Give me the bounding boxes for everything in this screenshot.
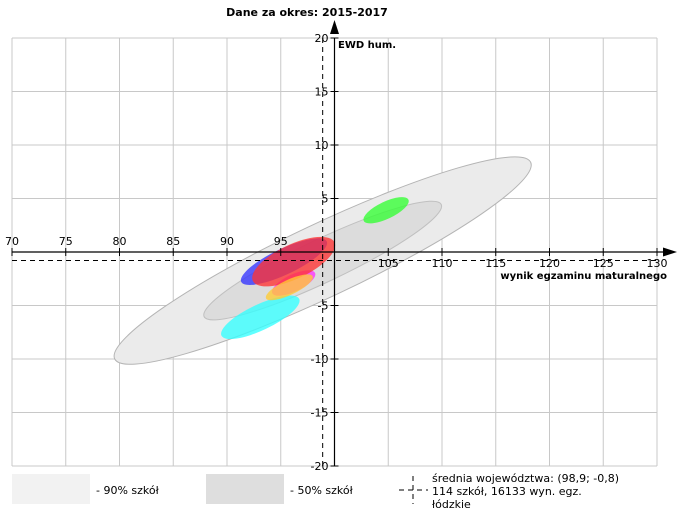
y-axis-arrow bbox=[330, 20, 339, 34]
y-tick-label: 15 bbox=[315, 86, 329, 99]
x-tick-label: 75 bbox=[59, 235, 73, 248]
x-axis-label: wynik egzaminu maturalnego bbox=[500, 271, 667, 282]
legend-label-50: - 50% szkół bbox=[290, 484, 354, 497]
school-ellipses bbox=[221, 197, 409, 340]
x-tick-label: 120 bbox=[539, 257, 560, 270]
chart-title: Dane za okres: 2015-2017 bbox=[226, 6, 388, 19]
y-tick-label: -10 bbox=[311, 353, 329, 366]
axes bbox=[11, 20, 677, 467]
legend-swatch-90 bbox=[12, 474, 90, 504]
y-tick-label: -5 bbox=[318, 300, 329, 313]
y-tick-label: -15 bbox=[311, 407, 329, 420]
legend-swatch-50 bbox=[206, 474, 284, 504]
school-ellipse bbox=[252, 236, 336, 287]
school-ellipse bbox=[363, 197, 409, 224]
y-tick-label: 20 bbox=[315, 32, 329, 45]
legend-region: łódzkie bbox=[432, 498, 471, 511]
legend-label-90: - 90% szkół bbox=[96, 484, 160, 497]
x-tick-label: 130 bbox=[647, 257, 668, 270]
y-tick-label: 10 bbox=[315, 139, 329, 152]
x-tick-label: 80 bbox=[113, 235, 127, 248]
x-tick-label: 90 bbox=[220, 235, 234, 248]
legend-count: 114 szkół, 16133 wyn. egz. bbox=[432, 485, 582, 498]
x-tick-label: 85 bbox=[166, 235, 180, 248]
x-tick-label: 125 bbox=[593, 257, 614, 270]
y-tick-label: -20 bbox=[311, 460, 329, 473]
x-tick-label: 70 bbox=[5, 235, 19, 248]
x-tick-label: 95 bbox=[274, 235, 288, 248]
legend-mean: średnia województwa: (98,9; -0,8) bbox=[432, 472, 619, 485]
y-tick-label: 5 bbox=[322, 193, 329, 206]
x-tick-label: 105 bbox=[378, 257, 399, 270]
legend: - 90% szkół - 50% szkół średnia wojewódz… bbox=[12, 472, 619, 511]
y-axis-label: EWD hum. bbox=[338, 40, 396, 51]
x-tick-label: 115 bbox=[485, 257, 506, 270]
legend-mean-marker bbox=[399, 476, 428, 504]
x-axis-arrow bbox=[663, 247, 677, 257]
x-tick-label: 110 bbox=[432, 257, 453, 270]
school-ellipse bbox=[221, 295, 300, 340]
school-ellipse bbox=[265, 274, 313, 301]
